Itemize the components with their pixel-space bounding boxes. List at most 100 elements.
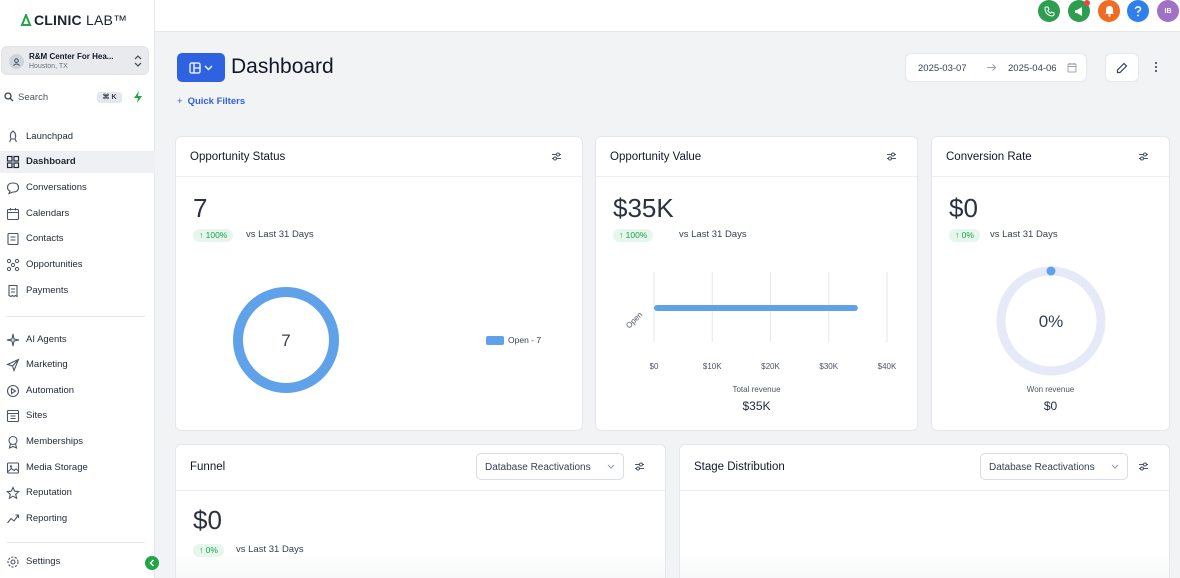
opportunities-icon (6, 258, 20, 272)
more-options-icon[interactable] (1151, 60, 1161, 74)
sidebar-item-reputation[interactable]: Reputation (0, 482, 155, 504)
sidebar-item-contacts[interactable]: Contacts (0, 228, 155, 250)
grid-icon (6, 155, 20, 169)
account-location: Houston, TX (29, 63, 68, 70)
sidebar-item-opportunities[interactable]: Opportunities (0, 254, 155, 276)
automation-icon (6, 384, 20, 398)
sidebar-item-label: Automation (26, 385, 75, 396)
comparison-label: vs Last 31 Days (990, 229, 1058, 240)
arrow-right-icon (987, 64, 997, 71)
gauge-marker (1046, 266, 1056, 276)
total-revenue-value: $35K (742, 399, 771, 413)
edit-dashboard-button[interactable] (1105, 53, 1139, 82)
sidebar-item-ai-agents[interactable]: AI Agents (0, 329, 155, 351)
search-icon (4, 92, 14, 102)
change-badge: ↑ 100% (613, 229, 654, 242)
sidebar-item-label: Conversations (26, 182, 87, 193)
image-icon (6, 462, 20, 474)
stage-distribution-card: Stage Distribution Database Reactivation… (679, 444, 1170, 578)
notifications-button[interactable] (1098, 0, 1120, 22)
sidebar: CLINIC LAB™ R&M Center For Hea... Housto… (0, 0, 159, 578)
date-start[interactable]: 2025-03-07 (918, 63, 967, 74)
sidebar-item-label: Dashboard (26, 156, 76, 167)
sidebar-item-settings[interactable]: Settings (0, 551, 155, 573)
sidebar-item-label: Reputation (26, 487, 72, 498)
sidebar-item-label: Media Storage (26, 462, 88, 473)
sidebar-item-sites[interactable]: Sites (0, 405, 155, 427)
quick-filters-label: Quick Filters (187, 96, 246, 107)
brand-name-rest: LAB™ (81, 12, 128, 28)
top-bar: IB (155, 0, 1180, 32)
sliders-icon[interactable] (886, 152, 897, 161)
brand-logo[interactable]: CLINIC LAB™ (20, 12, 127, 28)
sidebar-item-label: Reporting (26, 513, 68, 524)
sliders-icon[interactable] (1138, 462, 1149, 471)
sliders-icon[interactable] (551, 152, 562, 161)
sidebar-item-media-storage[interactable]: Media Storage (0, 457, 155, 479)
funnel-card: Funnel Database Reactivations $0 ↑ 0% vs… (175, 444, 666, 578)
sidebar-item-label: Settings (26, 556, 61, 567)
leaf-logo-icon (20, 14, 32, 26)
sidebar-item-calendars[interactable]: Calendars (0, 203, 155, 225)
metric-value: $35K (613, 193, 674, 223)
change-badge: ↑ 0% (949, 229, 980, 242)
total-revenue-label: Total revenue (732, 385, 781, 394)
gear-icon (7, 556, 19, 568)
pipeline-select[interactable]: Database Reactivations (980, 453, 1128, 480)
phone-button[interactable] (1038, 0, 1060, 22)
dashboard-switcher-button[interactable] (177, 53, 225, 82)
contacts-icon (7, 232, 19, 246)
sparkle-icon (6, 333, 20, 347)
scroll-fade (680, 553, 1169, 578)
bell-icon (1104, 6, 1114, 17)
status-donut-chart: 7 (233, 287, 339, 393)
bolt-icon[interactable] (132, 90, 144, 104)
donut-open-slice[interactable] (233, 287, 339, 393)
sliders-icon[interactable] (1138, 152, 1149, 161)
sidebar-item-dashboard[interactable]: Dashboard (0, 151, 155, 173)
card-header: Conversion Rate (932, 137, 1169, 177)
sidebar-item-payments[interactable]: Payments (0, 280, 155, 302)
star-icon (6, 486, 20, 500)
metric-value: $0 (949, 193, 978, 223)
donut-center-label: 7 (281, 331, 290, 350)
donut-legend-item[interactable]: Open - 7 (486, 335, 541, 345)
sidebar-item-launchpad[interactable]: Launchpad (0, 126, 155, 148)
account-name: R&M Center For Hea... (29, 52, 114, 61)
sidebar-item-marketing[interactable]: Marketing (0, 354, 155, 376)
date-range-picker[interactable]: 2025-03-07 2025-04-06 (905, 53, 1087, 82)
pipeline-select[interactable]: Database Reactivations (476, 453, 624, 480)
metric-value: 7 (193, 193, 208, 223)
sliders-icon[interactable] (634, 462, 645, 471)
collapse-sidebar-button[interactable] (145, 556, 159, 570)
announcements-button[interactable] (1068, 0, 1090, 22)
phone-icon (1043, 6, 1054, 17)
layout-icon (189, 61, 201, 74)
sidebar-item-reporting[interactable]: Reporting (0, 508, 155, 530)
rocket-icon (9, 130, 17, 143)
date-end[interactable]: 2025-04-06 (1008, 63, 1057, 74)
bar-open[interactable] (654, 305, 858, 311)
location-icon (12, 58, 21, 66)
change-badge: ↑ 100% (193, 229, 234, 242)
card-header: Stage Distribution Database Reactivation… (680, 445, 1169, 491)
page-title: Dashboard (231, 55, 334, 78)
chevron-left-icon (149, 559, 154, 567)
calendar-icon (6, 208, 20, 221)
metric-value: $0 (193, 505, 222, 535)
card-title: Stage Distribution (694, 461, 785, 473)
sidebar-item-memberships[interactable]: Memberships (0, 431, 155, 453)
sidebar-item-label: AI Agents (26, 334, 67, 345)
search-label: Search (18, 91, 49, 103)
quick-filters-button[interactable]: + Quick Filters (177, 96, 245, 107)
send-icon (6, 358, 20, 372)
nav-divider (6, 316, 145, 317)
sidebar-item-automation[interactable]: Automation (0, 380, 155, 402)
user-avatar[interactable]: IB (1157, 0, 1179, 22)
account-switcher[interactable]: R&M Center For Hea... Houston, TX (1, 46, 149, 75)
nav-divider (6, 542, 145, 543)
sidebar-item-conversations[interactable]: Conversations (0, 177, 155, 199)
help-button[interactable] (1127, 0, 1149, 22)
sidebar-search[interactable]: Search (4, 87, 124, 107)
search-shortcut: ⌘ K (97, 92, 122, 103)
